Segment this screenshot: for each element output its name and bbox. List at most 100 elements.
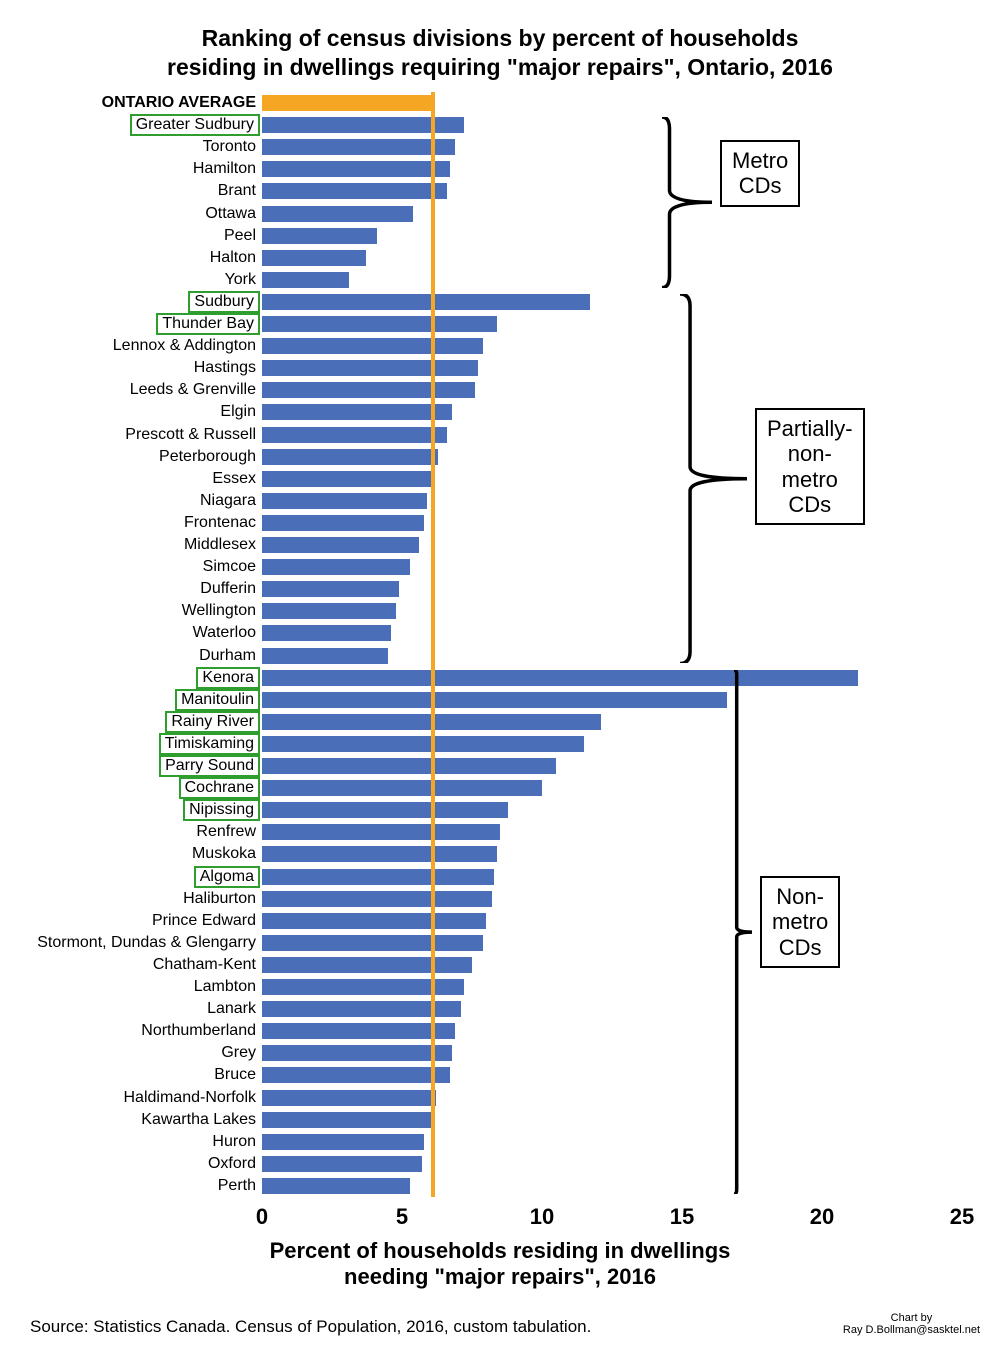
bar-row: Prince Edward: [262, 913, 962, 929]
bar-label: York: [225, 271, 262, 289]
bar-row: Brant: [262, 183, 962, 199]
bar-label: Durham: [199, 647, 262, 665]
bar-row: Greater Sudbury: [262, 117, 962, 133]
chartby-line1: Chart by: [891, 1312, 933, 1324]
chart-title: Ranking of census divisions by percent o…: [0, 24, 1000, 82]
group-label-line: CDs: [739, 173, 782, 198]
data-bar: [262, 360, 478, 376]
chart-page: Ranking of census divisions by percent o…: [0, 0, 1000, 1367]
bar-row: Lambton: [262, 979, 962, 995]
bar-row: Rainy River: [262, 714, 962, 730]
bar-label: Essex: [212, 470, 262, 488]
data-bar: [262, 824, 500, 840]
bar-row: Bruce: [262, 1067, 962, 1083]
bar-label: Peel: [224, 227, 262, 245]
bar-label: Toronto: [203, 138, 262, 156]
group-label-line: Metro: [732, 148, 788, 173]
bar-label: Lennox & Addington: [113, 337, 262, 355]
data-bar: [262, 1178, 410, 1194]
bar-label: Prince Edward: [152, 912, 262, 930]
group-label-line: metro: [782, 467, 838, 492]
group-label-line: metro: [772, 909, 828, 934]
bar-label: Rainy River: [165, 711, 260, 733]
bar-row: Dufferin: [262, 581, 962, 597]
x-tick: 20: [810, 1204, 834, 1230]
data-bar: [262, 1112, 433, 1128]
data-bar: [262, 449, 438, 465]
group-label-line: Non-: [776, 884, 824, 909]
x-axis-label-line2: needing "major repairs", 2016: [344, 1264, 656, 1289]
data-bar: [262, 493, 427, 509]
data-bar: [262, 780, 542, 796]
source-text: Source: Statistics Canada. Census of Pop…: [30, 1317, 591, 1337]
bar-row: Durham: [262, 648, 962, 664]
bar-row: Peel: [262, 228, 962, 244]
bar-label: Parry Sound: [159, 755, 260, 777]
bar-row: ONTARIO AVERAGE: [262, 95, 962, 111]
group-label-line: non-: [788, 441, 832, 466]
bar-row: Huron: [262, 1134, 962, 1150]
data-bar: [262, 913, 486, 929]
x-axis-label-line1: Percent of households residing in dwelli…: [270, 1238, 731, 1263]
bar-label: Greater Sudbury: [130, 114, 260, 136]
bar-label: Bruce: [214, 1066, 262, 1084]
chart-credit: Chart by Ray D.Bollman@sasktel.net: [843, 1312, 980, 1336]
data-bar: [262, 250, 366, 266]
x-tick: 5: [396, 1204, 408, 1230]
bar-row: Middlesex: [262, 537, 962, 553]
bar-row: Wellington: [262, 603, 962, 619]
bar-label: Hastings: [194, 359, 262, 377]
title-line2: residing in dwellings requiring "major r…: [167, 54, 833, 80]
bar-label: Manitoulin: [175, 689, 260, 711]
bar-label: Prescott & Russell: [125, 426, 262, 444]
group-brace: [734, 670, 752, 1194]
bar-row: Waterloo: [262, 625, 962, 641]
data-bar: [262, 559, 410, 575]
bar-label: Stormont, Dundas & Glengarry: [37, 934, 262, 952]
bar-row: Parry Sound: [262, 758, 962, 774]
bar-label: Elgin: [220, 403, 262, 421]
bar-label: ONTARIO AVERAGE: [102, 94, 262, 112]
bar-row: Hamilton: [262, 161, 962, 177]
data-bar: [262, 427, 447, 443]
data-bar: [262, 869, 494, 885]
chartby-line2: Ray D.Bollman@sasktel.net: [843, 1324, 980, 1336]
data-bar: [262, 338, 483, 354]
x-axis-label: Percent of households residing in dwelli…: [0, 1238, 1000, 1291]
bar-label: Cochrane: [179, 777, 260, 799]
bar-label: Halton: [210, 249, 262, 267]
bar-row: Haliburton: [262, 891, 962, 907]
data-bar: [262, 1134, 424, 1150]
bar-label: Grey: [221, 1044, 262, 1062]
title-line1: Ranking of census divisions by percent o…: [202, 25, 799, 51]
bar-row: Northumberland: [262, 1023, 962, 1039]
bar-label: Nipissing: [183, 799, 260, 821]
bar-row: Perth: [262, 1178, 962, 1194]
bar-row: Sudbury: [262, 294, 962, 310]
data-bar: [262, 382, 475, 398]
bar-row: Nipissing: [262, 802, 962, 818]
bar-label: Peterborough: [159, 448, 262, 466]
data-bar: [262, 206, 413, 222]
bar-row: Thunder Bay: [262, 316, 962, 332]
data-bar: [262, 272, 349, 288]
bar-label: Sudbury: [188, 291, 260, 313]
group-brace: [662, 117, 712, 288]
x-tick: 0: [256, 1204, 268, 1230]
bar-label: Wellington: [182, 602, 262, 620]
data-bar: [262, 228, 377, 244]
bar-label: Thunder Bay: [156, 313, 260, 335]
bar-label: Perth: [218, 1177, 262, 1195]
data-bar: [262, 161, 450, 177]
data-bar: [262, 139, 455, 155]
data-bar: [262, 537, 419, 553]
data-bar: [262, 692, 727, 708]
bar-row: Chatham-Kent: [262, 957, 962, 973]
data-bar: [262, 1023, 455, 1039]
bar-label: Kenora: [196, 667, 260, 689]
bar-label: Brant: [218, 182, 262, 200]
data-bar: [262, 758, 556, 774]
bar-row: Lanark: [262, 1001, 962, 1017]
group-label-line: CDs: [788, 492, 831, 517]
bar-label: Algoma: [194, 866, 260, 888]
